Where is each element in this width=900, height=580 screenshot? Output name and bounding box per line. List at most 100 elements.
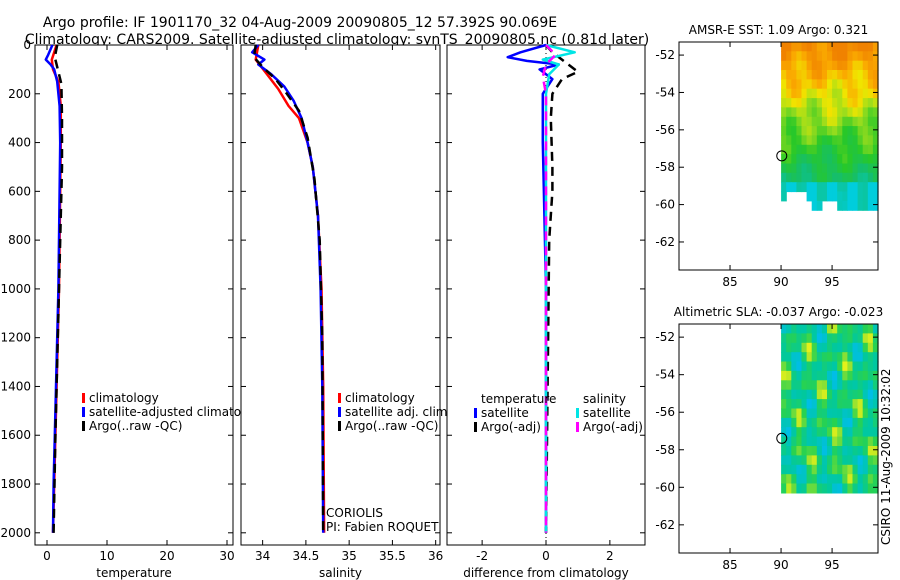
sst_map-heatmap-cell <box>847 163 854 174</box>
sst_map-heatmap-cell <box>827 42 833 52</box>
sst_map-heatmap-cell <box>852 144 859 155</box>
sla_map-heatmap-cell <box>862 361 869 372</box>
sst_map-argo-position-marker <box>776 150 788 162</box>
sla_map-heatmap-cell <box>872 417 879 428</box>
sla_map-heatmap-cell <box>786 361 792 372</box>
sst_map-heatmap-cell <box>801 70 808 80</box>
sst_map-heatmap-cell <box>781 126 787 136</box>
salinity-x-tick-label: 35 <box>342 549 357 563</box>
sla_map-heatmap-cell <box>872 342 879 353</box>
salinity-x-tick-label: 36 <box>428 549 443 563</box>
sst_map-heatmap-cell <box>842 126 848 136</box>
sst_map-heatmap-cell <box>857 191 864 202</box>
sla_map-heatmap-cell <box>816 333 823 344</box>
sla_map-heatmap-cell <box>801 380 808 391</box>
sst_map-heatmap-cell <box>791 79 797 90</box>
sla_map-heatmap-cell <box>796 417 803 428</box>
sst_map-heatmap-cell <box>811 70 818 80</box>
sst_map-heatmap-cell <box>806 144 813 155</box>
data-center-label: CORIOLIS <box>326 506 383 520</box>
sst_map-heatmap-cell <box>832 163 838 174</box>
sst_map-heatmap-cell <box>832 116 838 127</box>
sst_map-heatmap-cell <box>796 107 803 118</box>
temperature-x-tick-label: 10 <box>99 549 114 563</box>
sla_map-heatmap-cell <box>852 455 859 466</box>
depth-tick-label: 1000 <box>0 282 31 296</box>
sla_map-heatmap-cell <box>832 399 838 410</box>
temperature-legend-swatch <box>82 393 85 403</box>
sla_map-heatmap-cell <box>842 436 848 447</box>
sla_map-heatmap-cell <box>811 455 818 466</box>
sla_map-title: Altimetric SLA: -0.037 Argo: -0.023 <box>674 305 883 319</box>
temperature-x-tick-label: 30 <box>219 549 234 563</box>
sst_map-heatmap-cell <box>801 51 808 62</box>
sla_map-heatmap-cell <box>827 455 833 466</box>
sst_map-heatmap-cell <box>806 126 813 136</box>
sst_map-heatmap-cell <box>816 163 823 174</box>
sst_map-heatmap-cell <box>832 98 838 108</box>
sla_map-heatmap-cell <box>801 333 808 344</box>
sla_map-heatmap-cell <box>867 389 874 400</box>
difference-legend-group-title: temperature <box>481 392 556 406</box>
sst_map-heatmap-cell <box>842 60 848 71</box>
sla_map-heatmap-cell <box>791 427 797 438</box>
sst_map-heatmap-cell <box>796 154 803 164</box>
sla_map-heatmap-cell <box>842 446 848 456</box>
sla_map-heatmap-cell <box>872 446 879 456</box>
sst_map-heatmap-cell <box>862 182 869 193</box>
sst_map-heatmap-cell <box>842 107 848 118</box>
sla-map-panel: 85 90 95 -52 -54 -56 -58 -60 -62 Altimetric SLA: … <box>655 305 883 572</box>
sla_map-heatmap-cell <box>847 370 854 381</box>
sst_map-heatmap-cells <box>781 42 879 211</box>
sla_map-heatmap-cell <box>847 483 854 494</box>
sst_map-heatmap-cell <box>857 51 864 62</box>
sla_map-heatmap-cell <box>796 361 803 372</box>
sst_map-heatmap-cell <box>806 70 813 80</box>
sst_map-heatmap-cell <box>842 79 848 90</box>
sst_map-heatmap-cell <box>821 144 828 155</box>
sst_map-heatmap-cell <box>837 154 843 164</box>
sst_map-heatmap-cell <box>816 79 823 90</box>
sst_map-heatmap-cell <box>806 116 813 127</box>
sla_map-heatmap-cell <box>791 342 797 353</box>
sla_map-heatmap-cell <box>816 389 823 400</box>
sst_map-heatmap-cell <box>827 116 833 127</box>
sst_map-heatmap-cell <box>842 88 848 99</box>
sst_map-heatmap-cell <box>796 163 803 174</box>
temperature-legend-label: climatology <box>89 391 159 405</box>
sst_map-heatmap-cell <box>857 172 864 183</box>
sla_map-heatmap-cell <box>842 352 848 363</box>
sla_map-heatmap-cell <box>852 324 859 334</box>
sst_map-heatmap-cell <box>791 163 797 174</box>
sst_map-heatmap-cell <box>827 79 833 90</box>
temperature-x-tick-label: 20 <box>159 549 174 563</box>
sst_map-heatmap-cell <box>847 88 854 99</box>
sst_map-heatmap-cell <box>786 154 792 164</box>
sst_map-heatmap-cell <box>791 107 797 118</box>
sst_map-heatmap-cell <box>816 182 823 193</box>
sst_map-heatmap-cell <box>811 107 818 118</box>
sla_map-heatmap-cell <box>801 427 808 438</box>
sla_map-heatmap-cell <box>827 324 833 334</box>
sst_map-heatmap-cell <box>811 98 818 108</box>
sst_map-heatmap-cell <box>867 60 874 71</box>
sst_map-heatmap-cell <box>791 60 797 71</box>
sla_map-heatmap-cell <box>791 389 797 400</box>
sla_map-heatmap-cell <box>872 324 879 334</box>
sla_map-heatmap-cell <box>872 408 879 419</box>
sla_map-heatmap-cell <box>827 483 833 494</box>
sla_map-plot-frame <box>678 323 879 554</box>
sst_map-heatmap-cell <box>852 191 859 202</box>
sst_map-heatmap-cell <box>821 42 828 52</box>
sst_map-heatmap-cell <box>781 182 787 193</box>
sst_map-heatmap-cell <box>847 116 854 127</box>
sla_map-heatmap-cell <box>827 427 833 438</box>
sst_map-heatmap-cell <box>786 144 792 155</box>
sst_map-heatmap-cell <box>827 88 833 99</box>
sla_map-heatmap-cell <box>832 455 838 466</box>
sst_map-heatmap-cell <box>852 116 859 127</box>
sla_map-heatmap-cell <box>872 474 879 485</box>
sst_map-heatmap-cell <box>862 135 869 146</box>
sla_map-heatmap-cell <box>786 446 792 456</box>
sst_map-heatmap-cell <box>821 70 828 80</box>
